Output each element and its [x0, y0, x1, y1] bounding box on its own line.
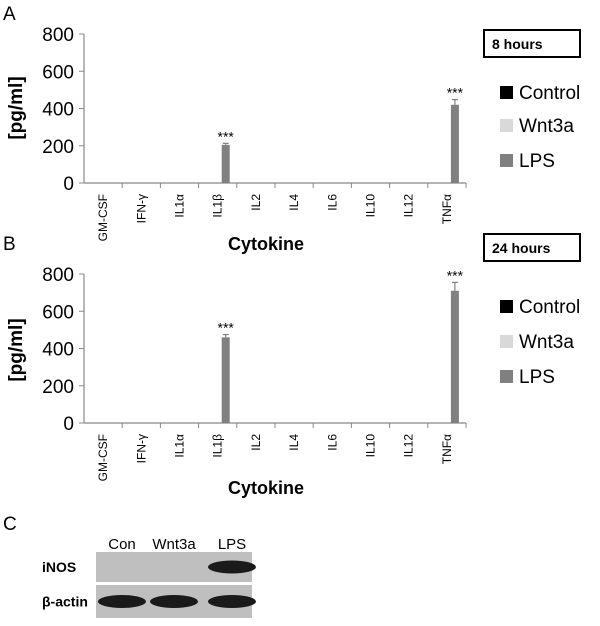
- time-label-box: [483, 233, 581, 262]
- y-ticks: 0 200 400 600 800: [42, 25, 74, 195]
- y-tick-label: 200: [42, 377, 74, 398]
- x-tick-label: IL12: [402, 434, 416, 458]
- y-axis-label: [pg/ml]: [6, 76, 27, 139]
- legend-swatch-control: [500, 86, 513, 99]
- y-tick-label: 800: [42, 265, 74, 286]
- x-tick-label: IL6: [325, 434, 339, 451]
- legend-label-lps: LPS: [519, 367, 555, 388]
- legend-label-control: Control: [519, 83, 580, 104]
- y-tick-label: 400: [42, 100, 74, 121]
- y-tick-label: 600: [42, 62, 74, 83]
- x-tick-label: IL4: [287, 194, 301, 211]
- x-tick-label: TNFα: [440, 194, 454, 224]
- lane-label: LPS: [218, 536, 246, 553]
- x-axis-label: Cytokine: [228, 478, 304, 498]
- bars: *** ***: [218, 85, 464, 183]
- y-ticks: 0 200 400 600 800: [42, 265, 74, 435]
- panel-letter-a: A: [3, 4, 16, 25]
- legend-swatch-wnt3a: [500, 335, 513, 348]
- x-tick-label: IL1β: [211, 194, 225, 218]
- chart-8-hours: 8 hours [pg/ml] Cytokine 0 200 400 600 800 *…: [6, 25, 581, 254]
- x-tick-label: IL2: [249, 194, 263, 211]
- bar-lps: [221, 144, 230, 183]
- x-tick-label: IL10: [364, 194, 378, 218]
- x-tick-label: TNFα: [440, 434, 454, 464]
- time-label-box: [483, 29, 581, 58]
- time-label: 8 hours: [492, 36, 543, 52]
- legend: Control Wnt3a LPS: [500, 83, 580, 172]
- legend-label-control: Control: [519, 297, 580, 318]
- x-tick-label: IL1α: [173, 194, 187, 218]
- legend-swatch-lps: [500, 154, 513, 167]
- western-blot: Con Wnt3a LPS iNOS β-actin: [42, 536, 256, 618]
- y-axis-label: [pg/ml]: [6, 318, 27, 381]
- axes: [79, 33, 467, 188]
- y-tick-label: 400: [42, 340, 74, 361]
- significance-stars: ***: [447, 85, 464, 101]
- blot-band: [150, 595, 198, 608]
- legend-swatch-wnt3a: [500, 119, 513, 132]
- bar-lps: [450, 104, 459, 183]
- x-tick-label: GM-CSF: [96, 434, 110, 481]
- y-tick-label: 600: [42, 302, 74, 323]
- blot-row-label: iNOS: [42, 559, 76, 575]
- legend-swatch-lps: [500, 370, 513, 383]
- x-tick-label: IFN-γ: [134, 434, 148, 463]
- x-tick-label: IL1β: [211, 434, 225, 458]
- significance-stars: ***: [218, 320, 235, 336]
- lane-labels: Con Wnt3a LPS: [108, 536, 246, 553]
- lane-label: Con: [108, 536, 136, 553]
- legend: Control Wnt3a LPS: [500, 297, 580, 388]
- axes: [79, 273, 467, 428]
- x-tick-label: GM-CSF: [96, 194, 110, 241]
- blot-rows: iNOS β-actin: [42, 552, 256, 618]
- bar-lps: [221, 337, 230, 423]
- x-tick-labels: GM-CSF IFN-γ IL1α IL1β IL2 IL4 IL6 IL10 IL12 TNFα: [96, 194, 454, 242]
- x-axis-label: Cytokine: [228, 234, 304, 254]
- y-tick-label: 0: [63, 174, 74, 195]
- legend-label-wnt3a: Wnt3a: [519, 116, 574, 137]
- x-tick-label: IL6: [325, 194, 339, 211]
- legend-label-wnt3a: Wnt3a: [519, 332, 574, 353]
- lane-label: Wnt3a: [152, 536, 196, 553]
- bars: *** ***: [218, 267, 464, 423]
- x-tick-label: IL4: [287, 434, 301, 451]
- bar-lps: [450, 290, 459, 423]
- legend-swatch-control: [500, 300, 513, 313]
- chart-24-hours: 24 hours [pg/ml] Cytokine 0200400600800 …: [6, 233, 581, 498]
- blot-band: [98, 595, 146, 608]
- time-label: 24 hours: [492, 240, 551, 256]
- x-tick-label: IL2: [249, 434, 263, 451]
- x-tick-label: IL1α: [173, 434, 187, 458]
- blot-band: [208, 560, 256, 574]
- blot-band: [208, 595, 256, 608]
- y-tick-label: 200: [42, 137, 74, 158]
- significance-stars: ***: [447, 267, 464, 283]
- blot-row-label: β-actin: [42, 594, 88, 610]
- x-tick-label: IL12: [402, 194, 416, 218]
- panel-letter-c: C: [3, 514, 17, 535]
- legend-label-lps: LPS: [519, 151, 555, 172]
- x-tick-label: IL10: [364, 434, 378, 458]
- x-tick-labels: GM-CSF IFN-γ IL1α IL1β IL2 IL4 IL6 IL10 IL12 TNFα: [96, 434, 454, 482]
- significance-stars: ***: [218, 128, 235, 144]
- y-tick-label: 800: [42, 25, 74, 46]
- panel-letter-b: B: [3, 234, 16, 255]
- x-tick-label: IFN-γ: [134, 194, 148, 223]
- y-tick-label: 0: [63, 414, 74, 435]
